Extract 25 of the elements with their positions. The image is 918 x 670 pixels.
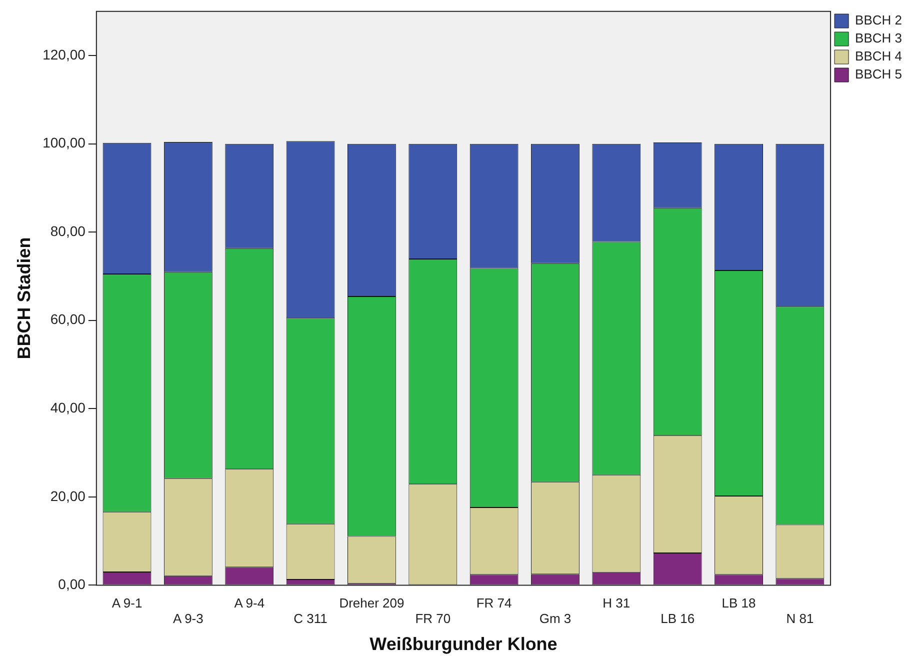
x-tick-label: N 81 (786, 611, 814, 626)
x-tick-label: H 31 (602, 596, 630, 611)
y-tick-label: 20,00 (50, 488, 86, 504)
y-tick-label: 100,00 (42, 134, 86, 151)
x-tick-label: A 9-1 (112, 596, 142, 611)
y-tick-label: 0,00 (58, 576, 86, 592)
x-tick-label: FR 74 (476, 596, 512, 611)
legend-label: BBCH 5 (855, 66, 902, 82)
y-tick-label: 40,00 (50, 400, 86, 416)
legend-label: BBCH 2 (855, 12, 902, 28)
x-tick-label: Dreher 209 (339, 596, 404, 611)
x-tick-label: Gm 3 (539, 611, 572, 626)
legend-label: BBCH 3 (855, 30, 902, 46)
legend-label: BBCH 4 (855, 48, 902, 64)
y-tick-label: 80,00 (50, 222, 86, 239)
x-axis-title: Weißburgunder Klone (370, 634, 558, 654)
x-tick-label: A 9-3 (173, 611, 204, 626)
x-tick-label: FR 70 (415, 611, 451, 626)
x-tick-label: A 9-4 (234, 596, 265, 611)
y-tick-label: 60,00 (50, 311, 86, 328)
x-tick-label: LB 16 (660, 611, 695, 626)
x-tick-label: LB 18 (722, 596, 756, 611)
x-tick-label: C 311 (294, 611, 328, 626)
y-axis-title: BBCH Stadien (14, 237, 34, 360)
y-tick-label: 120,00 (42, 46, 86, 62)
